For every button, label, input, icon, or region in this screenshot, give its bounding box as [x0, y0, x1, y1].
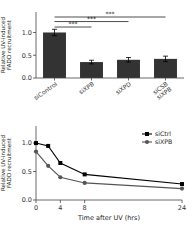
x-tick — [91, 78, 92, 81]
x-tick-label: 4 — [58, 204, 62, 212]
legend-symbol — [145, 140, 149, 144]
bar — [117, 60, 140, 78]
y-tick-label: 1.0 — [22, 139, 32, 147]
x-axis-line — [36, 78, 184, 79]
marker — [34, 150, 38, 154]
series — [34, 141, 184, 186]
text-line: Relative UV-induced — [0, 16, 6, 73]
bar — [43, 32, 66, 78]
error-bar-cap — [163, 61, 168, 62]
text-line: Relative UV-induced — [0, 134, 6, 191]
y-tick — [33, 32, 36, 33]
y-axis-line — [36, 12, 37, 78]
marker — [46, 164, 50, 168]
y-tick-label: 0.5 — [22, 168, 32, 176]
figure: siControl siXPB siXPD siCSBsiXPB 0.0 0.5 1.0 Re… — [0, 0, 190, 229]
text-line: FADD recruitment — [6, 19, 12, 70]
x-tick-label: siCSBsiXPB — [151, 80, 173, 101]
x-tick — [60, 200, 61, 203]
bar — [154, 59, 177, 78]
x-tick — [84, 200, 85, 203]
x-tick — [165, 78, 166, 81]
x-tick-label: 0 — [34, 204, 38, 212]
error-bar-cap — [52, 35, 57, 36]
legend-symbol — [145, 132, 149, 136]
marker — [34, 141, 38, 145]
text-line: FADD recruitment — [6, 137, 12, 188]
series-line — [36, 152, 182, 189]
x-tick-label: siControl — [32, 80, 58, 101]
error-bar-cap — [126, 62, 131, 63]
y-tick-label: 0.5 — [22, 52, 32, 60]
y-tick-label: 1.0 — [22, 29, 32, 37]
error-bar-cap — [52, 29, 57, 30]
marker — [58, 175, 62, 179]
y-axis-line — [36, 126, 37, 200]
error-bar-stem — [128, 58, 129, 63]
error-bar-stem — [91, 60, 92, 64]
legend-marker — [145, 132, 149, 136]
y-tick — [33, 55, 36, 56]
x-axis-label: Time after UV (hrs) — [77, 214, 140, 222]
y-tick-label: 0.0 — [22, 196, 32, 204]
series-group — [34, 141, 184, 191]
x-tick — [36, 200, 37, 203]
x-tick-label: 24 — [178, 204, 186, 212]
error-bar — [52, 29, 57, 35]
error-bar-cap — [126, 57, 131, 58]
bar — [80, 62, 103, 78]
annotation: *** — [87, 15, 96, 22]
y-axis-label: Relative UV-inducedFADD recruitment — [0, 134, 12, 191]
x-tick-label: siXPD — [114, 80, 132, 96]
line-chart: 0 4 8 24 Time after UV (hrs) 0.0 0.5 1.0 Relativ… — [0, 126, 186, 222]
y-tick — [33, 200, 36, 201]
x-axis-line — [36, 200, 182, 201]
y-tick — [33, 78, 36, 79]
error-bar — [126, 58, 131, 63]
legend-marker — [145, 140, 149, 144]
marker — [180, 187, 184, 191]
text-line: siControl — [32, 80, 58, 101]
x-tick — [128, 78, 129, 81]
x-tick-label: siXPB — [77, 80, 95, 95]
text-line: siXPB — [155, 85, 173, 100]
x-tick — [182, 200, 183, 203]
error-bar-cap — [163, 56, 168, 57]
error-bar — [163, 56, 168, 61]
marker — [58, 161, 62, 165]
marker — [83, 172, 87, 176]
legend-label: siCtrl — [155, 130, 171, 137]
bar-chart: siControl siXPB siXPD siCSBsiXPB 0.0 0.5 1.0 Re… — [0, 10, 184, 101]
y-tick-label: 0.0 — [22, 74, 32, 82]
series — [34, 150, 184, 191]
error-bar-cap — [89, 63, 94, 64]
marker — [83, 181, 87, 185]
text-line: siXPD — [114, 80, 132, 96]
annotation: *** — [106, 10, 115, 17]
series-line — [36, 143, 182, 184]
marker — [46, 144, 50, 148]
legend-label: siXPB — [155, 138, 172, 145]
error-bar — [89, 60, 94, 64]
error-bar-cap — [89, 60, 94, 61]
error-bar-stem — [165, 56, 166, 61]
text-line: siXPB — [77, 80, 95, 95]
y-tick — [33, 171, 36, 172]
legend: siCtrlsiXPB — [142, 130, 172, 145]
error-bar-stem — [54, 29, 55, 35]
y-axis-label: Relative UV-inducedFADD recruitment — [0, 16, 12, 73]
x-tick — [54, 78, 55, 81]
x-tick-label: 8 — [83, 204, 87, 212]
marker — [180, 182, 184, 186]
bars — [43, 29, 177, 78]
